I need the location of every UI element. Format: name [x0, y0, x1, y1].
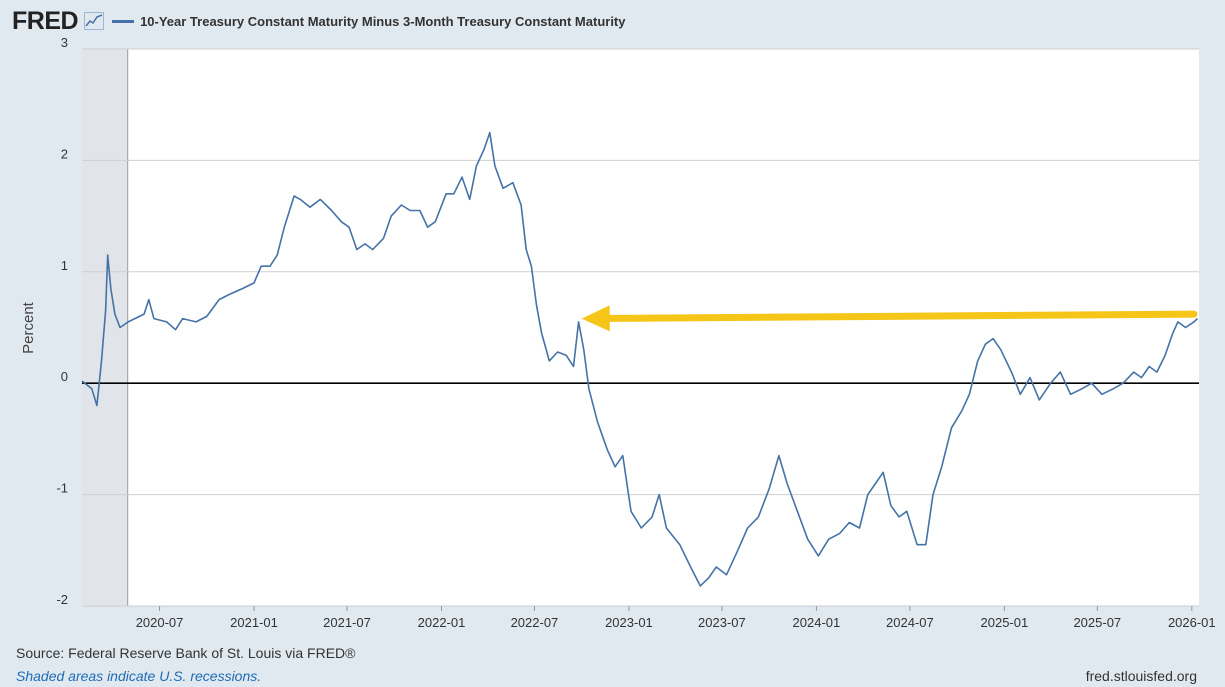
x-tick-label: 2022-01: [418, 615, 466, 630]
y-tick-labels: 3 2 1 0 -1 -2: [56, 35, 68, 607]
y-tick-label: 1: [61, 258, 68, 273]
site-link[interactable]: fred.stlouisfed.org: [1085, 668, 1197, 684]
x-tick-label: 2023-07: [698, 615, 746, 630]
x-tick-label: 2026-01: [1168, 615, 1216, 630]
y-axis-label: Percent: [20, 301, 37, 354]
series-line[interactable]: [81, 131, 1199, 587]
grid-layer: [82, 48, 1199, 607]
x-tick-label: 2024-07: [886, 615, 934, 630]
plot-background: [82, 49, 1199, 606]
legend-line-swatch: [112, 19, 135, 23]
legend-label[interactable]: 10-Year Treasury Constant Maturity Minus…: [140, 13, 626, 29]
annotation-layer: [581, 305, 1198, 332]
y-tick-label: 3: [61, 35, 68, 50]
x-tick-label: 2024-01: [793, 615, 841, 630]
fred-logo[interactable]: FRED: [12, 6, 79, 35]
recession-note[interactable]: Shaded areas indicate U.S. recessions.: [16, 668, 262, 684]
x-tick-label: 2025-01: [981, 615, 1029, 630]
x-tick-label: 2022-07: [511, 615, 559, 630]
y-tick-label: -2: [56, 592, 68, 607]
x-tick-label: 2023-01: [605, 615, 653, 630]
x-tick-label: 2021-01: [230, 615, 278, 630]
annotation-arrow-shaft: [606, 310, 1198, 322]
line-chart-icon: [84, 12, 105, 30]
x-tick-label: 2020-07: [136, 615, 184, 630]
y-tick-label: 0: [61, 369, 68, 384]
x-tick-labels: 2020-07 2021-01 2021-07 2022-01 2022-07 2023-…: [136, 606, 1216, 630]
y-tick-label: 2: [61, 146, 68, 161]
x-tick-label: 2021-07: [323, 615, 371, 630]
y-tick-label: -1: [56, 481, 68, 496]
annotation-arrow-head: [581, 305, 610, 332]
x-tick-label: 2025-07: [1073, 615, 1121, 630]
source-note: Source: Federal Reserve Bank of St. Loui…: [16, 645, 356, 661]
chart-header: FRED 10-Year Treasury Constant Maturity …: [12, 6, 626, 36]
